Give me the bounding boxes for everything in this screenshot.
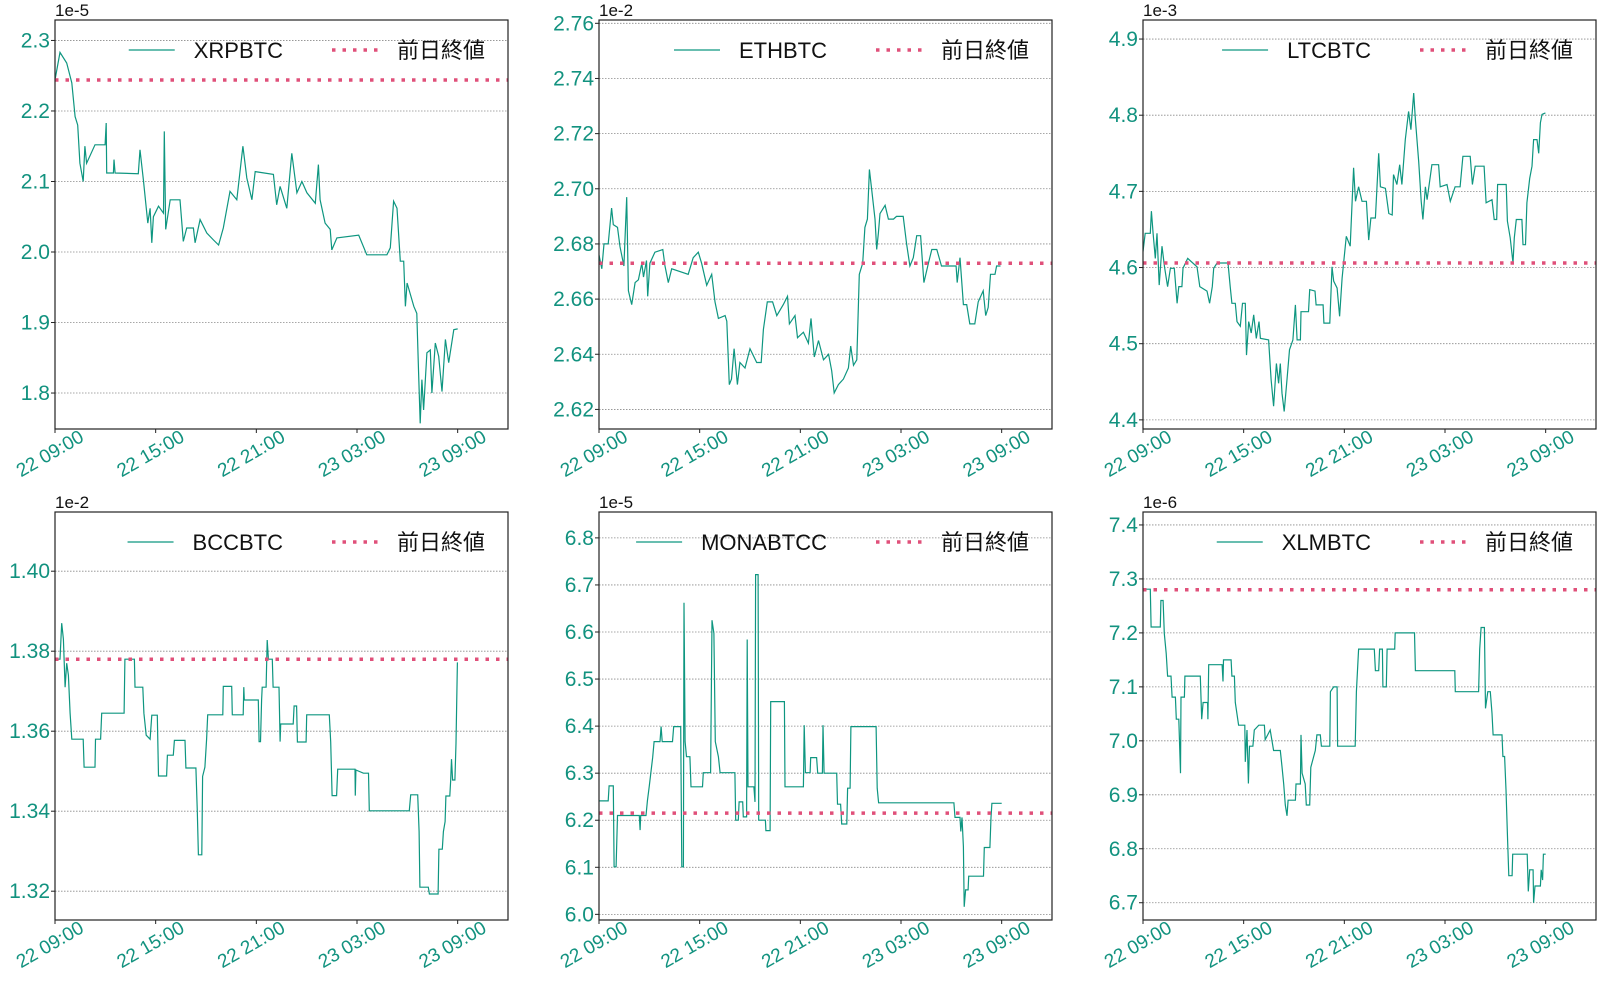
y-tick-label: 6.7 [565,574,594,597]
y-tick-label: 2.70 [553,178,594,201]
price-series-line [1143,93,1546,412]
y-tick-label: 1.32 [9,880,50,903]
axes-frame [1142,511,1597,921]
offset-text: 1e-5 [599,493,633,512]
price-series-line [599,573,1002,907]
y-tick-label: 2.0 [21,241,50,264]
price-series-line [55,623,458,895]
y-tick-label: 7.2 [1109,622,1138,645]
y-tick-label: 6.6 [565,621,594,644]
axes-frame [54,511,509,921]
y-tick-label: 1.8 [21,382,50,405]
y-tick-label: 4.9 [1109,28,1138,51]
y-tick-label: 7.4 [1109,514,1139,537]
legend-label-prev-close: 前日終値 [397,530,485,555]
y-tick-label: 7.0 [1109,730,1138,753]
y-tick-label: 2.2 [21,100,50,123]
y-tick-label: 2.3 [21,29,50,52]
offset-text: 1e-2 [55,493,89,512]
legend: LTCBTC 前日終値 [1222,38,1573,63]
legend: XLMBTC 前日終値 [1216,530,1573,555]
legend-label-series: BCCBTC [193,530,284,555]
y-tick-label: 2.72 [553,123,594,146]
legend-label-prev-close: 前日終値 [941,530,1029,555]
legend-label-series: ETHBTC [739,38,827,63]
y-tick-label: 7.1 [1109,676,1138,699]
legend: BCCBTC 前日終値 [127,530,485,555]
y-tick-label: 6.3 [565,762,594,785]
y-tick-label: 4.8 [1109,104,1138,127]
y-tick-label: 6.4 [565,715,595,738]
y-tick-label: 6.8 [1109,838,1138,861]
legend: XRPBTC 前日終値 [128,38,485,63]
legend-label-prev-close: 前日終値 [397,38,485,63]
y-tick-label: 2.66 [553,288,594,311]
y-tick-label: 6.9 [1109,784,1138,807]
axes-frame [598,511,1053,921]
legend: ETHBTC 前日終値 [674,38,1029,63]
legend-label-prev-close: 前日終値 [1485,38,1573,63]
offset-text: 1e-2 [599,1,633,20]
axes-frame [1142,19,1597,430]
y-tick-label: 1.40 [9,560,50,583]
legend-label-series: XLMBTC [1282,530,1371,555]
legend: MONABTCC 前日終値 [636,530,1029,555]
legend-label-series: MONABTCC [701,530,827,555]
y-tick-label: 1.36 [9,720,50,743]
offset-text: 1e-5 [55,1,89,20]
y-tick-label: 6.8 [565,527,594,550]
legend-label-prev-close: 前日終値 [941,38,1029,63]
y-tick-label: 6.1 [565,856,594,879]
y-tick-label: 6.2 [565,809,594,832]
y-tick-label: 2.74 [553,67,594,90]
y-tick-label: 2.76 [553,12,594,35]
y-tick-label: 1.9 [21,312,50,335]
y-tick-label: 6.7 [1109,892,1138,915]
y-tick-label: 4.6 [1109,257,1138,280]
y-tick-label: 2.64 [553,343,594,366]
axes-frame [598,19,1053,430]
offset-text: 1e-6 [1143,493,1177,512]
y-tick-label: 1.38 [9,640,50,663]
offset-text: 1e-3 [1143,1,1177,20]
y-tick-label: 2.1 [21,170,50,193]
y-tick-label: 6.5 [565,668,594,691]
legend-label-prev-close: 前日終値 [1485,530,1573,555]
axes-frame [54,19,509,430]
y-tick-label: 2.68 [553,233,594,256]
price-series-line [55,50,458,424]
y-tick-label: 4.4 [1109,409,1139,432]
legend-label-series: XRPBTC [194,38,283,63]
price-series-line [599,169,1001,395]
y-tick-label: 7.3 [1109,568,1138,591]
y-tick-label: 1.34 [9,800,50,823]
y-tick-label: 4.5 [1109,333,1138,356]
legend-label-series: LTCBTC [1287,38,1371,63]
y-tick-label: 4.7 [1109,180,1138,203]
y-tick-label: 6.0 [565,903,594,926]
price-series-line [1143,588,1546,903]
y-tick-label: 2.62 [553,398,594,421]
